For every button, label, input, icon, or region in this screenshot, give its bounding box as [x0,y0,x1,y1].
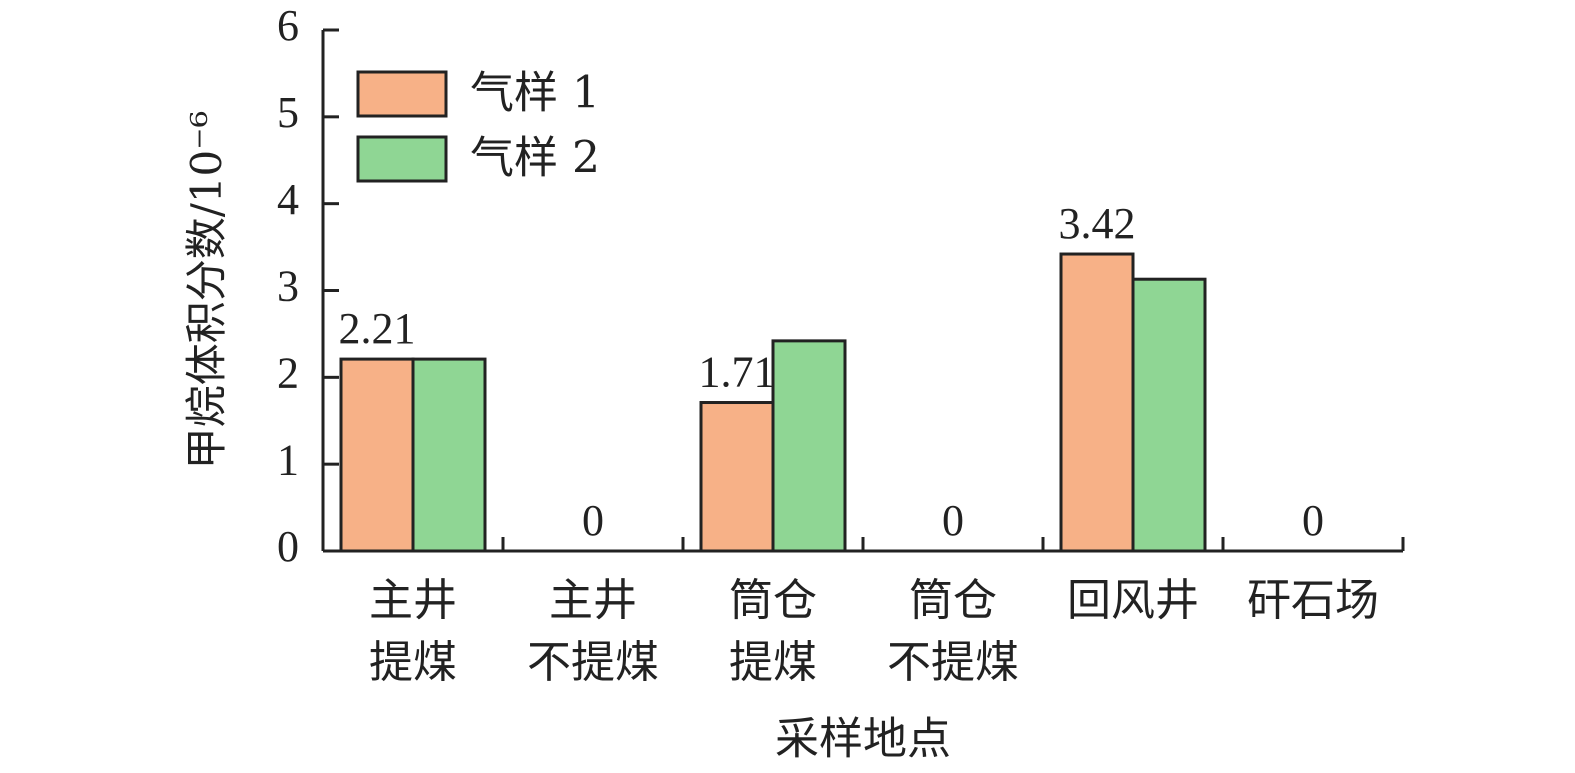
bar [339,357,415,553]
y-tick-label: 6 [277,1,299,50]
value-label: 2.21 [339,304,416,353]
y-tick-label: 4 [277,175,299,224]
value-label: 0 [582,496,604,545]
x-tick-label: 筒仓 不提煤 [887,575,1019,688]
y-tick-label: 1 [277,435,299,484]
bar [699,401,775,553]
value-label: 1.71 [699,348,776,397]
legend-swatch [356,135,448,183]
x-tick-label: 矸石场 [1247,575,1379,626]
value-label: 0 [942,496,964,545]
value-label: 0 [1302,496,1324,545]
bar [771,339,847,553]
legend-swatch [356,70,448,118]
legend-label: 气样 2 [470,133,600,184]
x-tick-label: 回风井 [1067,575,1199,626]
bar [411,357,487,553]
y-tick-label: 2 [277,348,299,397]
bar [1131,277,1207,553]
y-tick-label: 3 [277,262,299,311]
value-label: 3.42 [1059,199,1136,248]
bar [1059,252,1135,553]
legend-label: 气样 1 [470,68,600,119]
y-tick-label: 0 [277,522,299,571]
x-tick-label: 主井 提煤 [369,575,457,688]
y-axis-label: 甲烷体积分数/10⁻⁶ [182,111,231,470]
x-tick-label: 主井 不提煤 [527,575,659,688]
x-axis-label: 采样地点 [775,714,951,765]
x-tick-label: 筒仓 提煤 [729,575,817,688]
y-tick-label: 5 [277,88,299,137]
